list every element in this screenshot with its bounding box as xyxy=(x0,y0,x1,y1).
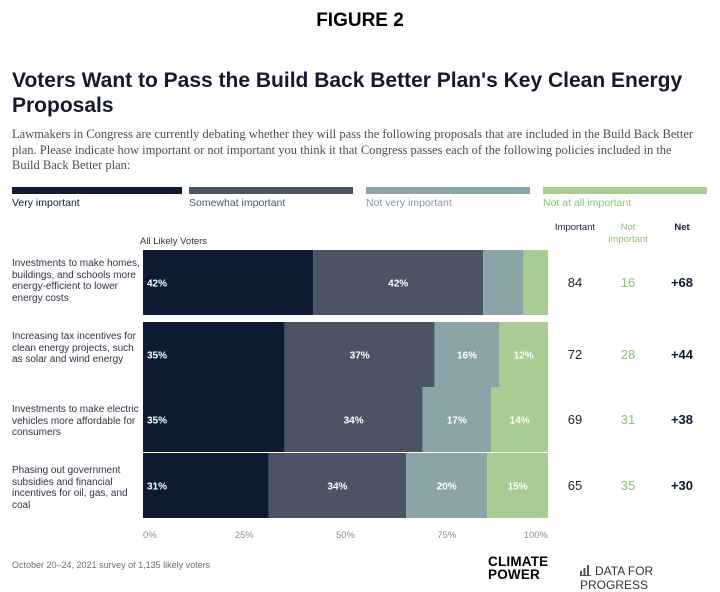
net-value: +38 xyxy=(670,411,694,427)
row-label: Investments to make electric vehicles mo… xyxy=(12,404,139,438)
data-label: 35% xyxy=(147,416,167,427)
legend-swatch-somewhat-important xyxy=(189,187,353,194)
bar-segment xyxy=(143,387,285,452)
x-tick-label: 100% xyxy=(524,530,549,541)
row-label: Increasing tax incentives for clean ener… xyxy=(12,331,136,365)
bar-segment xyxy=(483,250,524,315)
net-value: +68 xyxy=(670,274,694,290)
legend-label-somewhat-important: Somewhat important xyxy=(189,197,286,209)
group-label: All Likely Voters xyxy=(140,236,208,247)
bar-segment xyxy=(143,453,269,518)
data-label: 14% xyxy=(510,416,530,427)
bar-segment xyxy=(487,453,548,518)
data-label: 34% xyxy=(327,482,347,493)
data-label: 37% xyxy=(350,351,370,362)
legend-label-not-at-all-important: Not at all important xyxy=(543,197,632,209)
figure-label: FIGURE 2 xyxy=(316,10,404,31)
bar-segment xyxy=(491,387,548,452)
not-important-value: 31 xyxy=(620,411,636,427)
important-value: 69 xyxy=(567,411,583,427)
header-not-important: Not important xyxy=(608,222,648,245)
legend-swatch-not-at-all-important xyxy=(543,187,707,194)
bar-segment xyxy=(284,322,435,387)
not-important-value: 35 xyxy=(620,477,636,493)
bar-segment xyxy=(523,250,548,315)
climate-power-logo-line1: CLIMATE xyxy=(488,554,549,569)
important-value: 84 xyxy=(567,274,583,290)
data-label: 12% xyxy=(514,351,534,362)
bar-segment xyxy=(268,453,407,518)
net-value: +44 xyxy=(670,346,694,362)
data-label: 31% xyxy=(147,482,167,493)
data-for-progress-logo: DATA FOR PROGRESS xyxy=(580,564,720,592)
row-label: Phasing out government subsidies and fin… xyxy=(12,465,128,511)
legend-swatch-not-very-important xyxy=(366,187,530,194)
bar-segment xyxy=(406,453,488,518)
bar-segment xyxy=(313,250,484,315)
data-label: 35% xyxy=(147,351,167,362)
data-label: 20% xyxy=(437,482,457,493)
legend-label-very-important: Very important xyxy=(12,197,80,209)
bar-segment xyxy=(284,387,423,452)
bar-segment xyxy=(422,387,492,452)
not-important-value: 28 xyxy=(620,346,636,362)
bar-segment xyxy=(434,322,500,387)
important-value: 65 xyxy=(567,477,583,493)
legend-label-not-very-important: Not very important xyxy=(366,197,452,209)
important-value: 72 xyxy=(567,346,583,362)
chart-subtitle: Lawmakers in Congress are currently deba… xyxy=(12,127,694,172)
bar-segment xyxy=(143,322,285,387)
not-important-value: 16 xyxy=(620,274,636,290)
climate-power-logo-line2: POWER xyxy=(488,567,541,582)
data-label: 42% xyxy=(388,279,408,290)
chart-title: Voters Want to Pass the Build Back Bette… xyxy=(12,69,683,117)
data-label: 34% xyxy=(344,416,364,427)
header-net: Net xyxy=(674,222,690,233)
bar-segment xyxy=(143,250,314,315)
data-label: 42% xyxy=(147,279,167,290)
net-value: +30 xyxy=(670,477,694,493)
bar-chart-icon xyxy=(580,565,591,576)
data-label: 17% xyxy=(447,416,467,427)
data-label: 16% xyxy=(457,351,477,362)
row-label: Investments to make homes, buildings, an… xyxy=(12,258,140,304)
data-label: 15% xyxy=(508,482,528,493)
x-tick-label: 0% xyxy=(143,530,157,541)
x-tick-label: 75% xyxy=(437,530,457,541)
climate-power-logo: CLIMATE POWER xyxy=(488,554,549,582)
legend-swatch-very-important xyxy=(12,187,182,194)
x-tick-label: 50% xyxy=(336,530,356,541)
header-important: Important xyxy=(554,222,596,233)
footer-note: October 20–24, 2021 survey of 1,135 like… xyxy=(12,560,211,570)
bar-segment xyxy=(499,322,548,387)
x-tick-label: 25% xyxy=(235,530,255,541)
